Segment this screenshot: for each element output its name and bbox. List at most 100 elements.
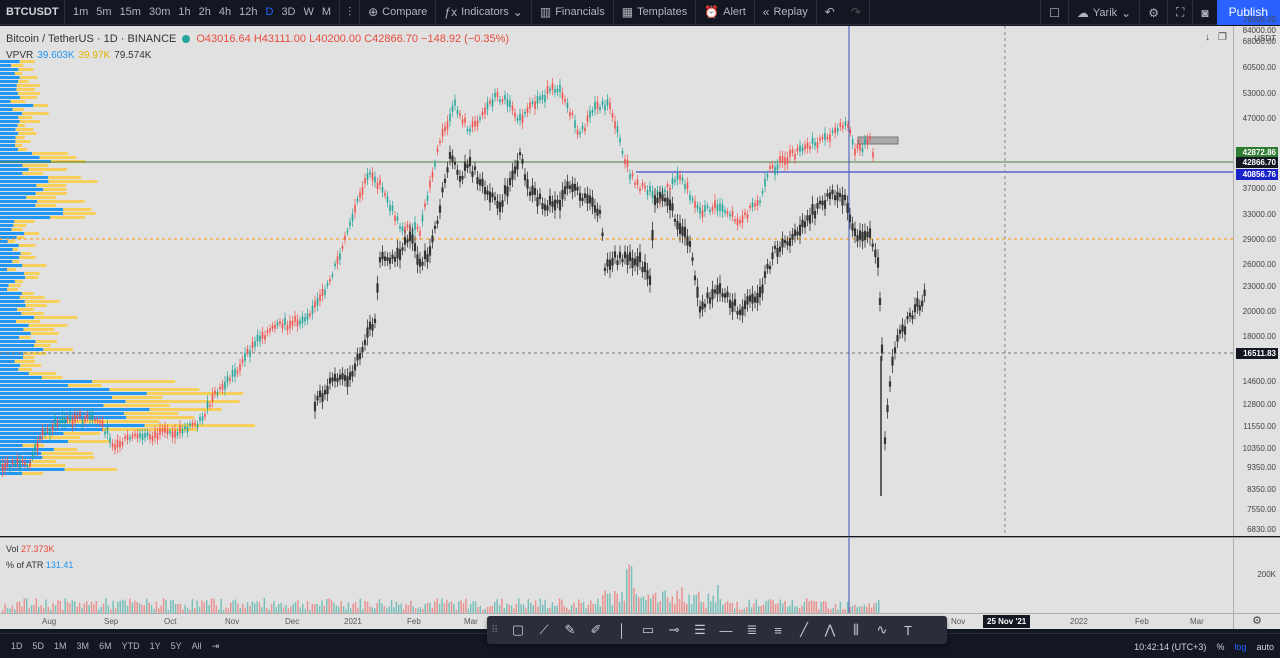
fullscreen-button[interactable]: ⛶ [1166, 0, 1192, 25]
volume-bar [784, 600, 786, 613]
interval-2h[interactable]: 2h [198, 6, 211, 18]
volume-bar [762, 604, 765, 613]
clock-display[interactable]: 10:42:14 (UTC+3) [1134, 641, 1207, 652]
volume-bar [201, 600, 203, 613]
parallel-channel-icon[interactable]: ☰ [694, 622, 706, 637]
settings-button[interactable]: ⚙ [1139, 0, 1167, 25]
pane-controls: ↓ ❐ [1205, 32, 1227, 43]
price-tick: 29000.00 [1242, 235, 1276, 244]
volume-bar [407, 605, 410, 613]
compare-button[interactable]: ⊕ Compare [360, 0, 437, 25]
range-5d[interactable]: 5D [32, 641, 45, 651]
volume-bar [174, 604, 177, 613]
axis-settings-button[interactable]: ⚙ [1233, 613, 1280, 629]
interval-12h[interactable]: 12h [239, 6, 258, 18]
volume-bar [498, 605, 501, 613]
auto-toggle[interactable]: auto [1256, 641, 1274, 652]
interval-4h[interactable]: 4h [218, 6, 232, 18]
horizontal-ray-icon[interactable]: ⊸ [668, 622, 680, 637]
layout-name-button[interactable]: ☁ Yarik ⌄ [1067, 0, 1139, 25]
interval-1h[interactable]: 1h [178, 6, 191, 18]
undo-button[interactable]: ↶ [817, 0, 843, 25]
volume-bar [496, 599, 498, 613]
interval-5m[interactable]: 5m [96, 6, 112, 18]
percent-toggle[interactable]: % [1216, 641, 1225, 652]
interval-d[interactable]: D [265, 6, 274, 18]
range-5y[interactable]: 5Y [170, 641, 182, 651]
volume-bar [83, 603, 86, 613]
symbol-search[interactable]: BTCUSDT [0, 0, 65, 25]
candle-body [636, 179, 639, 185]
volume-profile-bar [24, 232, 40, 235]
financials-button[interactable]: ▥ Financials [532, 0, 614, 25]
fib-extension-icon[interactable]: ≡ [774, 622, 782, 638]
interval-m[interactable]: M [321, 6, 332, 18]
callout-icon[interactable]: ▭ [641, 622, 655, 637]
overlay-body [906, 316, 909, 320]
horizontal-line-icon[interactable]: — [719, 622, 733, 638]
volume-bar [844, 609, 846, 613]
log-toggle[interactable]: log [1234, 641, 1247, 652]
interval-3d[interactable]: 3D [281, 6, 296, 18]
vertical-line-icon[interactable]: │ [617, 622, 627, 638]
candle-body [121, 441, 124, 446]
range-3m[interactable]: 3M [76, 641, 90, 651]
interval-15m[interactable]: 15m [119, 6, 141, 18]
price-chart[interactable] [0, 26, 1233, 536]
overlay-body [903, 326, 907, 335]
candle-body [119, 441, 121, 448]
volume-pane[interactable]: Vol 27.373K % of ATR 131.41 [0, 537, 1233, 613]
volume-profile-bar [102, 428, 198, 431]
candle-body [314, 300, 316, 308]
arrow-down-icon[interactable]: ↓ [1205, 32, 1211, 43]
candle-body [39, 437, 41, 440]
candle-body [109, 437, 111, 444]
layout-button[interactable]: ☐ [1040, 0, 1068, 25]
volume-bar [743, 608, 746, 613]
interval-30m[interactable]: 30m [148, 6, 171, 18]
fib-retracement-icon[interactable]: ≣ [746, 622, 758, 637]
rectangle-tool-icon[interactable]: ▢ [511, 622, 525, 637]
price-axis[interactable]: 84000.00 USDT 76000.00 68000.00 60500.00 53… [1233, 15, 1280, 536]
alert-button[interactable]: ⏰ Alert [696, 0, 755, 25]
maximize-icon[interactable]: ❐ [1218, 32, 1227, 43]
bar-style-button[interactable]: ⫶ [340, 0, 361, 25]
interval-w[interactable]: W [303, 6, 314, 18]
overlay-body [398, 249, 402, 261]
forecast-icon[interactable]: ⫼ [853, 622, 859, 637]
volume-bar [16, 601, 18, 613]
volume-bar [724, 603, 726, 613]
range-1m[interactable]: 1M [54, 641, 67, 651]
drag-handle-icon[interactable]: ⠿ [491, 624, 499, 636]
candle-body [181, 429, 184, 434]
path-tool-icon[interactable]: ⟋ [539, 622, 549, 637]
range-ytd[interactable]: YTD [121, 641, 140, 651]
volume-axis[interactable]: 200K [1233, 537, 1280, 613]
candle-body [99, 420, 101, 424]
templates-button[interactable]: ▦ Templates [614, 0, 697, 25]
interval-1m[interactable]: 1m [73, 6, 89, 18]
zigzag-icon[interactable]: ∿ [876, 622, 888, 637]
replay-button[interactable]: «Replay [755, 0, 817, 25]
volume-histogram [2, 538, 880, 613]
overlay-body [801, 219, 804, 227]
volume-bar [306, 601, 309, 613]
range-1d[interactable]: 1D [11, 641, 23, 651]
range-1y[interactable]: 1Y [149, 641, 161, 651]
snapshot-button[interactable]: ◙ [1192, 0, 1216, 25]
text-tool-icon[interactable]: T [904, 622, 912, 638]
pitchfork-icon[interactable]: ⋀ [824, 622, 836, 637]
publish-button[interactable]: Publish [1216, 0, 1280, 25]
goto-date-icon[interactable]: ⇥ [211, 640, 220, 651]
main-chart-pane[interactable]: Bitcoin / TetherUS · 1D · BINANCE O43016… [0, 26, 1233, 536]
trend-line-icon[interactable]: ╱ [800, 622, 808, 637]
highlighter-icon[interactable]: ✐ [590, 622, 602, 637]
range-6m[interactable]: 6M [99, 641, 112, 651]
candle-body [414, 222, 416, 230]
range-all[interactable]: All [191, 641, 202, 651]
volume-profile-bar [0, 92, 18, 95]
brush-tool-icon[interactable]: ✎ [564, 622, 576, 637]
redo-button[interactable]: ↷ [843, 0, 870, 25]
indicators-button[interactable]: ƒx Indicators ⌄ [436, 0, 532, 25]
volume-bar [167, 609, 170, 613]
